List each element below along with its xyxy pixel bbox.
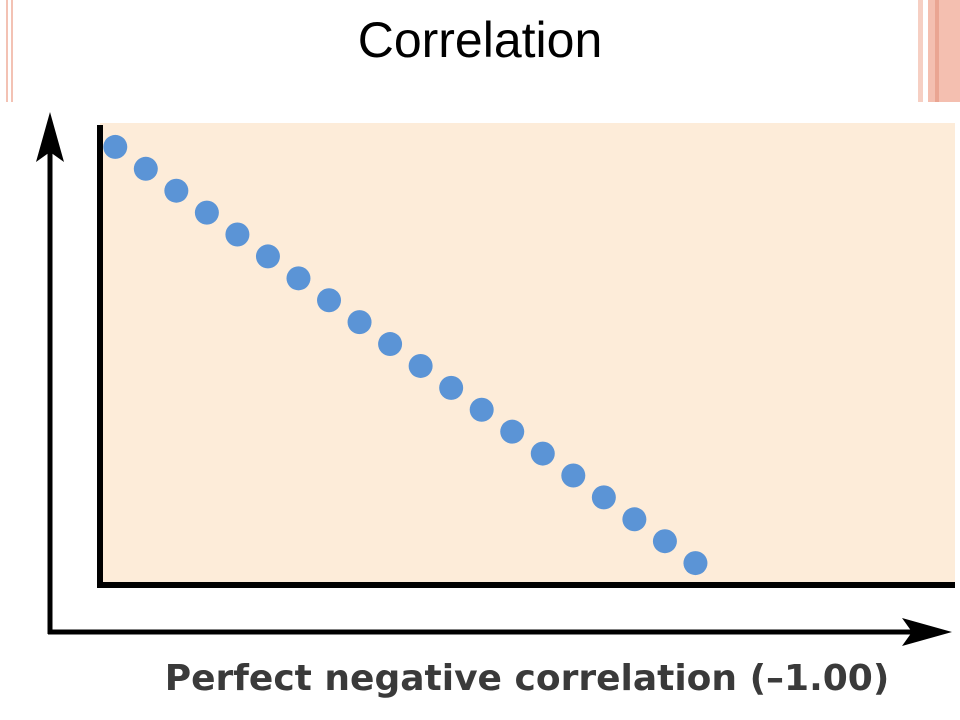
point bbox=[164, 178, 189, 203]
plot-area bbox=[100, 123, 955, 585]
point bbox=[286, 266, 311, 291]
point bbox=[378, 332, 403, 357]
point bbox=[194, 200, 219, 225]
point bbox=[530, 441, 555, 466]
point bbox=[347, 310, 372, 335]
slide-decoration bbox=[6, 0, 960, 102]
chart-title: Correlation bbox=[358, 12, 603, 68]
x-axis-label: Perfect negative correlation (–1.00) bbox=[165, 658, 890, 699]
outer-axes bbox=[36, 112, 952, 646]
point bbox=[133, 156, 158, 181]
point bbox=[225, 222, 250, 247]
point bbox=[561, 463, 586, 488]
point bbox=[317, 288, 342, 313]
point bbox=[622, 507, 647, 532]
point bbox=[103, 134, 128, 159]
points bbox=[103, 134, 708, 576]
point bbox=[408, 353, 433, 378]
point bbox=[500, 419, 525, 444]
point bbox=[469, 397, 494, 422]
point bbox=[255, 244, 280, 269]
point bbox=[591, 485, 616, 510]
point bbox=[439, 375, 464, 400]
point bbox=[652, 529, 677, 554]
point bbox=[683, 551, 708, 576]
